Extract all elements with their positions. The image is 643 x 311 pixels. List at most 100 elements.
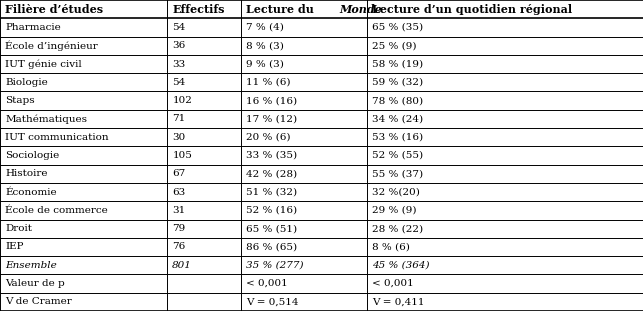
Bar (241, 238, 367, 256)
Bar (167, 274, 241, 293)
Bar (367, 220, 643, 238)
Text: 53 % (16): 53 % (16) (372, 133, 423, 142)
Text: 34 % (24): 34 % (24) (372, 114, 423, 123)
Text: 45 % (364): 45 % (364) (372, 261, 429, 270)
Bar (367, 55, 643, 73)
Bar (241, 18, 367, 37)
Text: 59 % (32): 59 % (32) (372, 78, 423, 87)
Bar (367, 0, 643, 18)
Text: IUT communication: IUT communication (5, 133, 109, 142)
Bar (0, 55, 167, 73)
Bar (241, 128, 367, 146)
Bar (0, 165, 167, 183)
Bar (241, 274, 367, 293)
Text: 8 % (6): 8 % (6) (372, 243, 410, 252)
Bar (0, 128, 167, 146)
Text: Lecture d’un quotidien régional: Lecture d’un quotidien régional (372, 4, 572, 15)
Text: IUT génie civil: IUT génie civil (5, 59, 82, 69)
Bar (367, 256, 643, 274)
Text: V = 0,411: V = 0,411 (372, 297, 424, 306)
Text: Valeur de p: Valeur de p (5, 279, 65, 288)
Bar (367, 146, 643, 165)
Bar (241, 256, 367, 274)
Text: Économie: Économie (5, 188, 57, 197)
Text: 35 % (277): 35 % (277) (246, 261, 303, 270)
Text: Filière d’études: Filière d’études (5, 4, 104, 15)
Text: 16 % (16): 16 % (16) (246, 96, 298, 105)
Bar (241, 293, 367, 311)
Text: < 0,001: < 0,001 (372, 279, 413, 288)
Bar (167, 128, 241, 146)
Bar (241, 165, 367, 183)
Bar (0, 183, 167, 201)
Text: 42 % (28): 42 % (28) (246, 169, 298, 178)
Text: 52 % (16): 52 % (16) (246, 206, 298, 215)
Text: 105: 105 (172, 151, 192, 160)
Bar (367, 293, 643, 311)
Text: 63: 63 (172, 188, 186, 197)
Bar (367, 165, 643, 183)
Text: 30: 30 (172, 133, 186, 142)
Bar (0, 293, 167, 311)
Bar (367, 274, 643, 293)
Text: 28 % (22): 28 % (22) (372, 224, 423, 233)
Text: 76: 76 (172, 243, 186, 252)
Bar (367, 201, 643, 220)
Text: Histoire: Histoire (5, 169, 48, 178)
Text: 102: 102 (172, 96, 192, 105)
Bar (367, 91, 643, 110)
Bar (0, 256, 167, 274)
Bar (0, 201, 167, 220)
Bar (367, 73, 643, 91)
Bar (241, 37, 367, 55)
Bar (241, 183, 367, 201)
Bar (167, 293, 241, 311)
Text: IEP: IEP (5, 243, 24, 252)
Text: 71: 71 (172, 114, 186, 123)
Bar (0, 18, 167, 37)
Text: < 0,001: < 0,001 (246, 279, 288, 288)
Text: 51 % (32): 51 % (32) (246, 188, 298, 197)
Text: 67: 67 (172, 169, 186, 178)
Bar (0, 0, 167, 18)
Bar (367, 128, 643, 146)
Text: 65 % (35): 65 % (35) (372, 23, 423, 32)
Text: 54: 54 (172, 23, 186, 32)
Bar (167, 256, 241, 274)
Bar (0, 238, 167, 256)
Text: Biologie: Biologie (5, 78, 48, 87)
Bar (167, 183, 241, 201)
Text: 55 % (37): 55 % (37) (372, 169, 423, 178)
Text: 78 % (80): 78 % (80) (372, 96, 423, 105)
Bar (0, 91, 167, 110)
Text: Effectifs: Effectifs (172, 4, 225, 15)
Bar (0, 274, 167, 293)
Text: Droit: Droit (5, 224, 32, 233)
Text: V de Cramer: V de Cramer (5, 297, 72, 306)
Bar (167, 91, 241, 110)
Text: 86 % (65): 86 % (65) (246, 243, 298, 252)
Text: 25 % (9): 25 % (9) (372, 41, 416, 50)
Text: 31: 31 (172, 206, 186, 215)
Text: École d’ingénieur: École d’ingénieur (5, 40, 98, 51)
Text: 52 % (55): 52 % (55) (372, 151, 423, 160)
Bar (167, 55, 241, 73)
Text: Staps: Staps (5, 96, 35, 105)
Text: 79: 79 (172, 224, 186, 233)
Text: 32 %(20): 32 %(20) (372, 188, 419, 197)
Bar (241, 91, 367, 110)
Bar (167, 73, 241, 91)
Bar (241, 110, 367, 128)
Text: Sociologie: Sociologie (5, 151, 59, 160)
Bar (167, 201, 241, 220)
Bar (367, 183, 643, 201)
Bar (0, 73, 167, 91)
Bar (167, 165, 241, 183)
Bar (167, 146, 241, 165)
Text: 17 % (12): 17 % (12) (246, 114, 298, 123)
Text: 65 % (51): 65 % (51) (246, 224, 298, 233)
Text: 33: 33 (172, 59, 186, 68)
Bar (167, 0, 241, 18)
Bar (167, 110, 241, 128)
Bar (241, 0, 367, 18)
